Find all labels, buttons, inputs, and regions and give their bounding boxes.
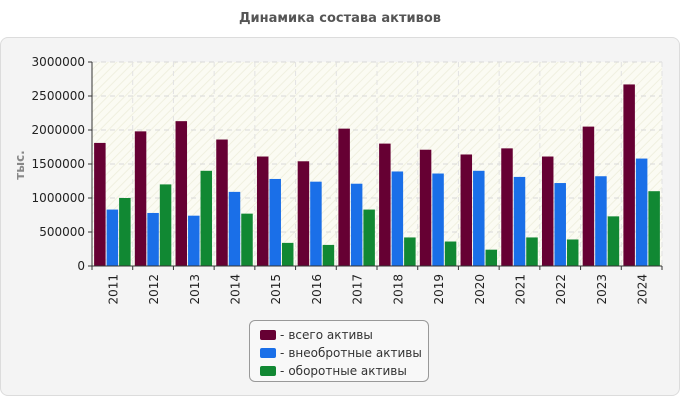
y-tick-label: 500000 <box>39 225 85 239</box>
bar-total-2019 <box>419 149 432 266</box>
bar-total-2021 <box>501 148 513 266</box>
x-tick-label-2020: 2020 <box>473 274 487 305</box>
bar-total-2011 <box>94 142 106 266</box>
bar-current-2024 <box>648 191 660 266</box>
bar-noncurrent-2016 <box>310 181 322 266</box>
axes <box>88 61 663 270</box>
bar-current-2013 <box>200 170 213 266</box>
bar-current-2016 <box>322 244 335 266</box>
x-tick-label-2012: 2012 <box>147 274 161 305</box>
bar-noncurrent-2012 <box>147 212 159 266</box>
x-tick-label-2024: 2024 <box>636 274 650 305</box>
bar-current-2021 <box>526 237 538 266</box>
legend-swatch-noncurrent <box>260 348 276 358</box>
bar-current-2022 <box>566 239 579 266</box>
bar-total-2023 <box>582 126 595 266</box>
legend: - всего активы - внеобротные активы - об… <box>249 320 429 382</box>
bar-current-2017 <box>363 209 375 266</box>
y-tick-label: 3000000 <box>32 55 85 69</box>
legend-swatch-total <box>260 330 276 340</box>
bar-noncurrent-2014 <box>228 191 241 266</box>
x-tick-label-2018: 2018 <box>391 274 405 305</box>
legend-prefix: - <box>280 346 285 360</box>
bar-total-2012 <box>134 131 147 266</box>
legend-label-noncurrent: внеобротные активы <box>288 346 422 360</box>
bar-noncurrent-2023 <box>595 176 607 266</box>
bar-noncurrent-2024 <box>635 158 648 266</box>
y-tick-label: 1000000 <box>32 191 85 205</box>
y-tick-label: 0 <box>77 259 85 273</box>
legend-item-current: - оборотные активы <box>260 362 428 380</box>
bar-current-2019 <box>444 241 457 266</box>
x-tick-label-2011: 2011 <box>106 274 120 305</box>
bar-noncurrent-2015 <box>269 178 281 266</box>
bar-noncurrent-2017 <box>350 183 363 266</box>
bar-current-2011 <box>119 198 131 266</box>
bar-current-2018 <box>404 237 416 266</box>
bars <box>94 84 660 266</box>
bar-noncurrent-2018 <box>391 171 404 266</box>
bar-total-2015 <box>256 156 269 266</box>
bar-total-2018 <box>379 143 391 266</box>
bar-current-2023 <box>607 216 620 266</box>
legend-item-noncurrent: - внеобротные активы <box>260 344 428 362</box>
bar-noncurrent-2022 <box>554 183 566 266</box>
bar-noncurrent-2021 <box>513 176 526 266</box>
legend-label-current: оборотные активы <box>288 364 407 378</box>
bar-noncurrent-2013 <box>188 215 200 266</box>
x-tick-label-2021: 2021 <box>514 274 528 305</box>
y-tick-labels: 3000000 2500000 2000000 1500000 1000000 50000… <box>32 55 85 273</box>
x-tick-label-2016: 2016 <box>310 274 324 305</box>
legend-prefix: - <box>280 328 285 342</box>
x-tick-label-2017: 2017 <box>351 274 365 305</box>
bar-total-2020 <box>460 154 473 266</box>
bar-total-2017 <box>338 128 350 266</box>
y-axis-label: тыс. <box>13 150 27 179</box>
chart-title: Динамика состава активов <box>238 11 442 26</box>
bar-current-2015 <box>281 242 294 266</box>
legend-prefix: - <box>280 364 285 378</box>
bar-current-2020 <box>485 249 498 266</box>
bar-noncurrent-2011 <box>106 209 119 266</box>
bar-total-2022 <box>541 156 554 266</box>
legend-item-total: - всего активы <box>260 326 428 344</box>
y-tick-label: 1500000 <box>32 157 85 171</box>
legend-swatch-current <box>260 366 276 376</box>
x-tick-label-2015: 2015 <box>269 274 283 305</box>
bar-total-2014 <box>216 139 228 266</box>
bar-current-2012 <box>159 184 172 266</box>
bar-noncurrent-2020 <box>473 170 485 266</box>
bar-total-2016 <box>297 161 310 266</box>
bar-total-2013 <box>175 121 188 266</box>
x-tick-label-2023: 2023 <box>595 274 609 305</box>
y-tick-label: 2500000 <box>32 89 85 103</box>
x-tick-label-2013: 2013 <box>188 274 202 305</box>
bar-current-2014 <box>241 213 253 266</box>
x-tick-label-2022: 2022 <box>554 274 568 305</box>
legend-label-total: всего активы <box>288 328 373 342</box>
bar-noncurrent-2019 <box>432 173 444 266</box>
bar-total-2024 <box>623 84 635 266</box>
x-tick-label-2019: 2019 <box>432 274 446 305</box>
x-tick-label-2014: 2014 <box>229 274 243 305</box>
y-tick-label: 2000000 <box>32 123 85 137</box>
x-tick-labels: 2011 2012 2013 2014 2015 2016 2017 2018 2019 2020… <box>106 274 649 305</box>
